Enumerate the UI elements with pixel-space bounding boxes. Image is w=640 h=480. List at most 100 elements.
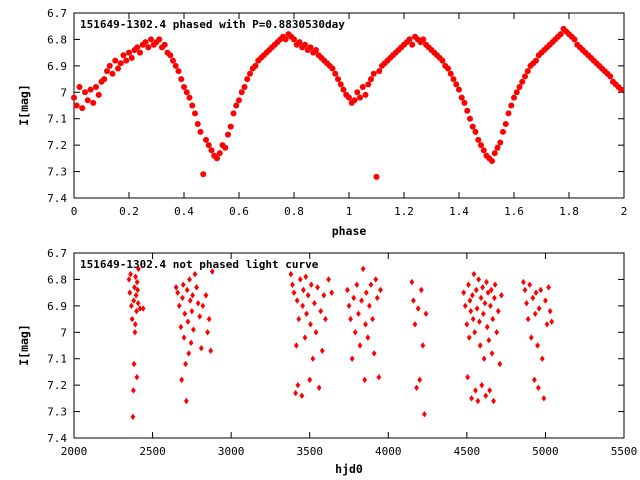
data-point (495, 307, 501, 315)
data-point (544, 321, 550, 328)
data-point (490, 315, 496, 323)
data-point (462, 302, 468, 310)
data-point (230, 110, 237, 117)
data-point (148, 36, 154, 43)
x-tick-label: 0.4 (174, 205, 194, 218)
data-point (197, 128, 204, 135)
data-point (187, 276, 192, 283)
data-point (522, 73, 528, 80)
data-point (354, 281, 360, 288)
data-point (351, 294, 357, 302)
y-tick-label: 7 (60, 326, 67, 339)
data-point (156, 36, 163, 43)
data-point (82, 89, 88, 96)
x-tick-label: 2 (621, 205, 628, 218)
data-point (494, 329, 500, 336)
data-point (352, 329, 358, 336)
data-point (476, 276, 482, 283)
data-point (145, 44, 152, 51)
tick-group: 0 0.2 0.4 0.6 0.8 1 1.2 1.4 1.6 1.8 2 6.7 6.8 6.9 7 7.1… (47, 7, 627, 218)
data-point (557, 31, 564, 38)
data-point (134, 307, 139, 315)
data-point (293, 389, 298, 397)
x-axis-label: phase (332, 224, 367, 238)
data-point (310, 355, 316, 362)
data-point (466, 281, 471, 288)
data-point (134, 44, 141, 51)
data-point (208, 347, 214, 354)
data-point (533, 57, 539, 64)
data-point (79, 105, 86, 112)
data-point (524, 300, 529, 307)
x-tick-label: 0.6 (229, 205, 249, 218)
data-point (297, 276, 303, 283)
data-point (415, 305, 421, 312)
data-point (205, 329, 210, 336)
data-point (115, 65, 121, 72)
data-point (308, 281, 314, 288)
data-point (132, 284, 137, 291)
data-point (181, 84, 187, 90)
data-point (290, 281, 295, 288)
data-point (337, 81, 344, 88)
data-point (236, 97, 242, 104)
data-point (282, 36, 289, 43)
data-point (305, 292, 311, 299)
data-point (479, 381, 485, 389)
data-point (365, 334, 371, 341)
data-point (417, 376, 423, 384)
data-point (173, 284, 179, 291)
data-point (192, 110, 198, 117)
data-point (313, 329, 319, 336)
y-axis-label: I[mag] (17, 84, 31, 126)
data-point (179, 376, 185, 384)
data-point (420, 342, 426, 349)
data-point (472, 329, 478, 336)
y-tick-label: 6.7 (47, 7, 67, 20)
data-point (535, 384, 541, 391)
data-point (539, 355, 545, 362)
data-point (133, 292, 139, 299)
data-point (180, 281, 186, 288)
data-point (296, 315, 302, 323)
y-tick-label: 6.8 (47, 33, 67, 46)
data-point (423, 310, 429, 317)
data-point (363, 321, 368, 328)
data-point (373, 276, 379, 283)
data-point (363, 289, 369, 296)
data-point (484, 323, 490, 331)
plot-title: 151649-1302.4 phased with P=0.8830530day (80, 18, 345, 31)
data-point (222, 144, 229, 151)
data-point (414, 384, 419, 391)
data-point (335, 76, 341, 83)
data-point (527, 281, 533, 288)
data-point (200, 302, 206, 310)
data-point (126, 49, 132, 56)
data-point (304, 310, 309, 317)
data-point (508, 102, 515, 109)
data-point (546, 284, 551, 291)
data-point (135, 286, 141, 294)
x-tick-label: 2000 (61, 445, 88, 458)
data-point (474, 305, 480, 312)
data-point (198, 344, 204, 352)
data-point (288, 270, 294, 278)
data-point (132, 329, 138, 336)
data-point (178, 323, 184, 331)
y-axis-label: I[mag] (17, 324, 31, 366)
data-point (131, 297, 137, 304)
x-axis-label: hjd0 (335, 462, 363, 476)
data-point (477, 342, 483, 349)
data-point (522, 286, 528, 294)
data-point (467, 297, 473, 304)
data-point (484, 278, 489, 286)
data-point (445, 65, 451, 72)
data-point (301, 286, 306, 294)
data-point (227, 123, 234, 130)
data-point (294, 297, 300, 304)
data-point (302, 334, 308, 341)
data-point (128, 54, 135, 61)
unphased-light-curve-plot: 151649-1302.4 not phased light curve hjd… (17, 247, 637, 476)
data-point (461, 289, 467, 296)
data-point (456, 86, 462, 93)
